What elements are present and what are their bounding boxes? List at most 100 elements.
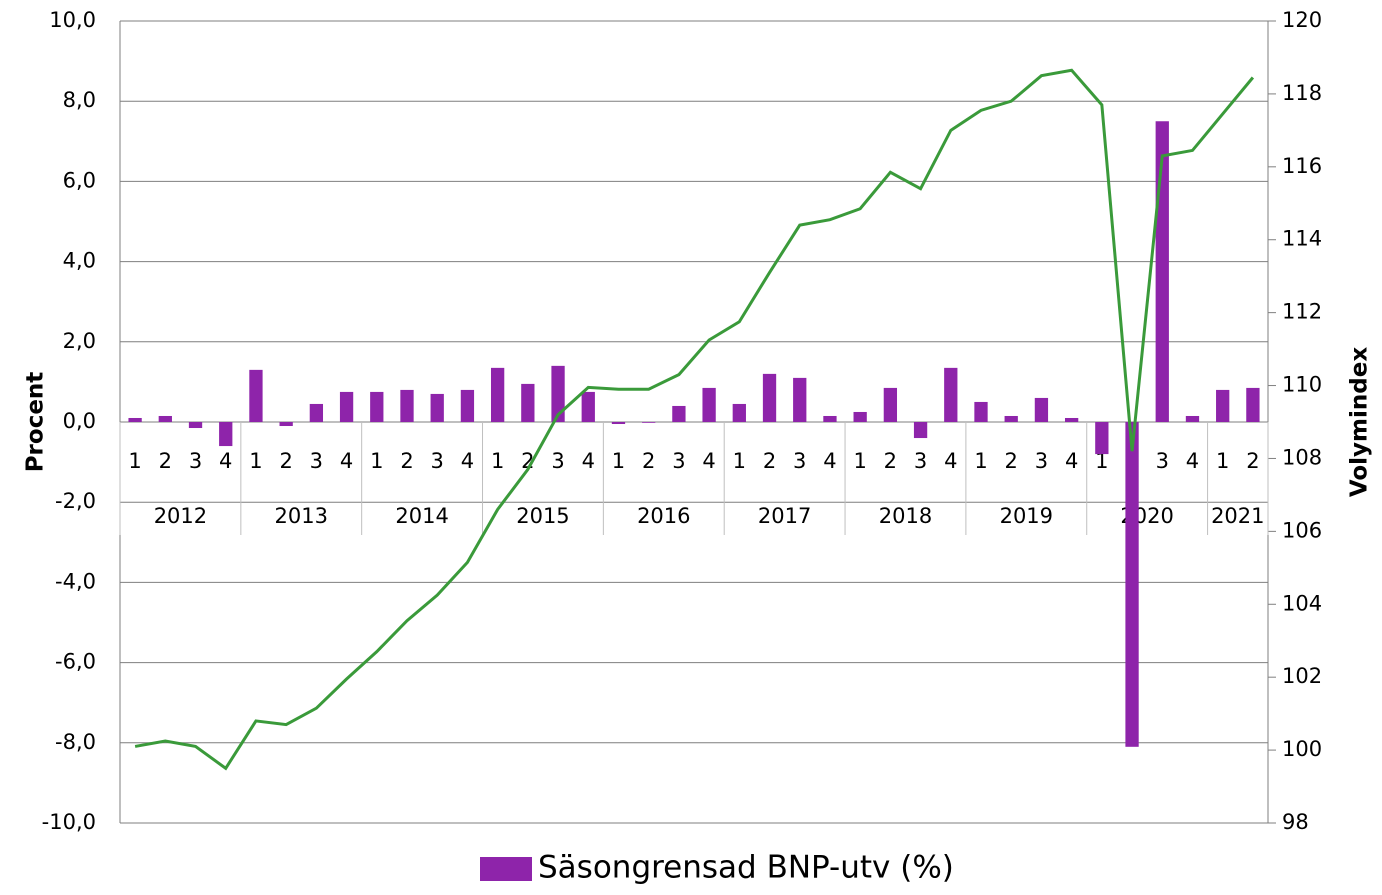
x-tick-label: 2 (279, 449, 292, 473)
y2-tick-label: 118 (1282, 81, 1322, 105)
x-tick-label: 4 (219, 449, 232, 473)
x-tick-label: 1 (128, 449, 141, 473)
x-tick-label: 1 (249, 449, 262, 473)
legend-swatch (480, 857, 532, 881)
x-tick-label: 2 (400, 449, 413, 473)
y-tick-label: -2,0 (55, 489, 96, 513)
y2-tick-label: 110 (1282, 373, 1322, 397)
y-tick-label: 4,0 (63, 249, 96, 273)
x-tick-label: 3 (310, 449, 323, 473)
x-group-label: 2018 (879, 504, 932, 528)
bar (219, 422, 233, 447)
x-tick-label: 2 (1246, 449, 1259, 473)
bar (732, 403, 746, 422)
bar (339, 391, 354, 422)
line (134, 68, 1255, 771)
bar (490, 367, 505, 422)
y-tick-label: -8,0 (55, 730, 96, 754)
bar (1125, 422, 1139, 747)
x-tick-label: 4 (340, 449, 353, 473)
x-tick-label: 1 (1216, 449, 1229, 473)
bar (1246, 387, 1260, 422)
bar (1095, 422, 1109, 455)
x-tick-label: 4 (944, 449, 957, 473)
x-tick-label: 1 (491, 449, 504, 473)
x-tick-label: 3 (1156, 449, 1169, 473)
x-tick-label: 1 (612, 449, 625, 473)
y2-tick-label: 108 (1282, 445, 1322, 469)
y-tick-label: 6,0 (63, 168, 96, 192)
x-group-label: 2017 (758, 504, 811, 528)
y-axis-title: Procent (23, 372, 49, 473)
bar (853, 411, 867, 422)
x-tick-label: 1 (853, 449, 866, 473)
x-group-label: 2012 (154, 504, 207, 528)
x-tick-label: 4 (582, 449, 595, 473)
bar (913, 422, 928, 439)
x-tick-label: 1 (370, 449, 383, 473)
x-tick-label: 3 (914, 449, 927, 473)
bar (188, 422, 203, 429)
x-group-label: 2015 (516, 504, 569, 528)
bar (309, 403, 324, 422)
bar (400, 389, 414, 422)
x-tick-label: 2 (884, 449, 897, 473)
bar (1185, 415, 1200, 422)
y-tick-label: 8,0 (63, 88, 96, 112)
x-tick-label: 3 (1035, 449, 1048, 473)
y2-axis-title: Volymindex (1347, 347, 1373, 498)
x-tick-label: 1 (1095, 449, 1108, 473)
x-tick-label: 2 (763, 449, 776, 473)
y-tick-label: 10,0 (49, 8, 96, 32)
x-tick-label: 2 (1005, 449, 1018, 473)
x-tick-label: 4 (702, 449, 715, 473)
x-group-label: 2013 (275, 504, 328, 528)
bar (551, 365, 565, 422)
x-group-label: 2019 (1000, 504, 1053, 528)
x-tick-label: 1 (974, 449, 987, 473)
x-tick-label: 3 (189, 449, 202, 473)
y-tick-label: -6,0 (55, 650, 96, 674)
bar (430, 393, 444, 422)
x-tick-label: 2 (642, 449, 655, 473)
bar (128, 417, 142, 422)
bar (1064, 417, 1079, 422)
y2-tick-label: 106 (1282, 518, 1322, 542)
bar (883, 387, 898, 422)
y-tick-label: -10,0 (42, 810, 96, 834)
y2-tick-label: 98 (1282, 810, 1309, 834)
x-tick-label: 2 (159, 449, 172, 473)
y2-tick-label: 114 (1282, 227, 1322, 251)
x-tick-label: 3 (431, 449, 444, 473)
x-tick-label: 4 (1065, 449, 1078, 473)
bar (944, 367, 958, 422)
x-tick-label: 3 (551, 449, 564, 473)
bar (370, 391, 384, 422)
bar (823, 415, 837, 422)
x-tick-label: 3 (793, 449, 806, 473)
bar (702, 387, 716, 422)
y2-tick-label: 102 (1282, 664, 1322, 688)
bar (1004, 415, 1018, 422)
bar (1034, 397, 1049, 422)
y2-tick-label: 100 (1282, 737, 1322, 761)
x-group-label: 2016 (637, 504, 690, 528)
x-group-label: 2021 (1211, 504, 1264, 528)
bar (1216, 389, 1230, 422)
x-tick-label: 4 (823, 449, 836, 473)
bar (521, 383, 535, 422)
x-tick-label: 2 (521, 449, 534, 473)
x-group-label: 2014 (395, 504, 448, 528)
legend-label: Säsongrensad BNP-utv (%) (538, 850, 954, 886)
x-tick-label: 4 (1186, 449, 1199, 473)
y-tick-label: 2,0 (63, 329, 96, 353)
bar (279, 422, 293, 427)
bar (672, 405, 686, 422)
bar (249, 369, 263, 422)
bar (793, 377, 807, 422)
y-tick-label: -4,0 (55, 569, 96, 593)
y2-tick-label: 116 (1282, 154, 1322, 178)
bar (974, 401, 988, 422)
x-tick-label: 4 (461, 449, 474, 473)
